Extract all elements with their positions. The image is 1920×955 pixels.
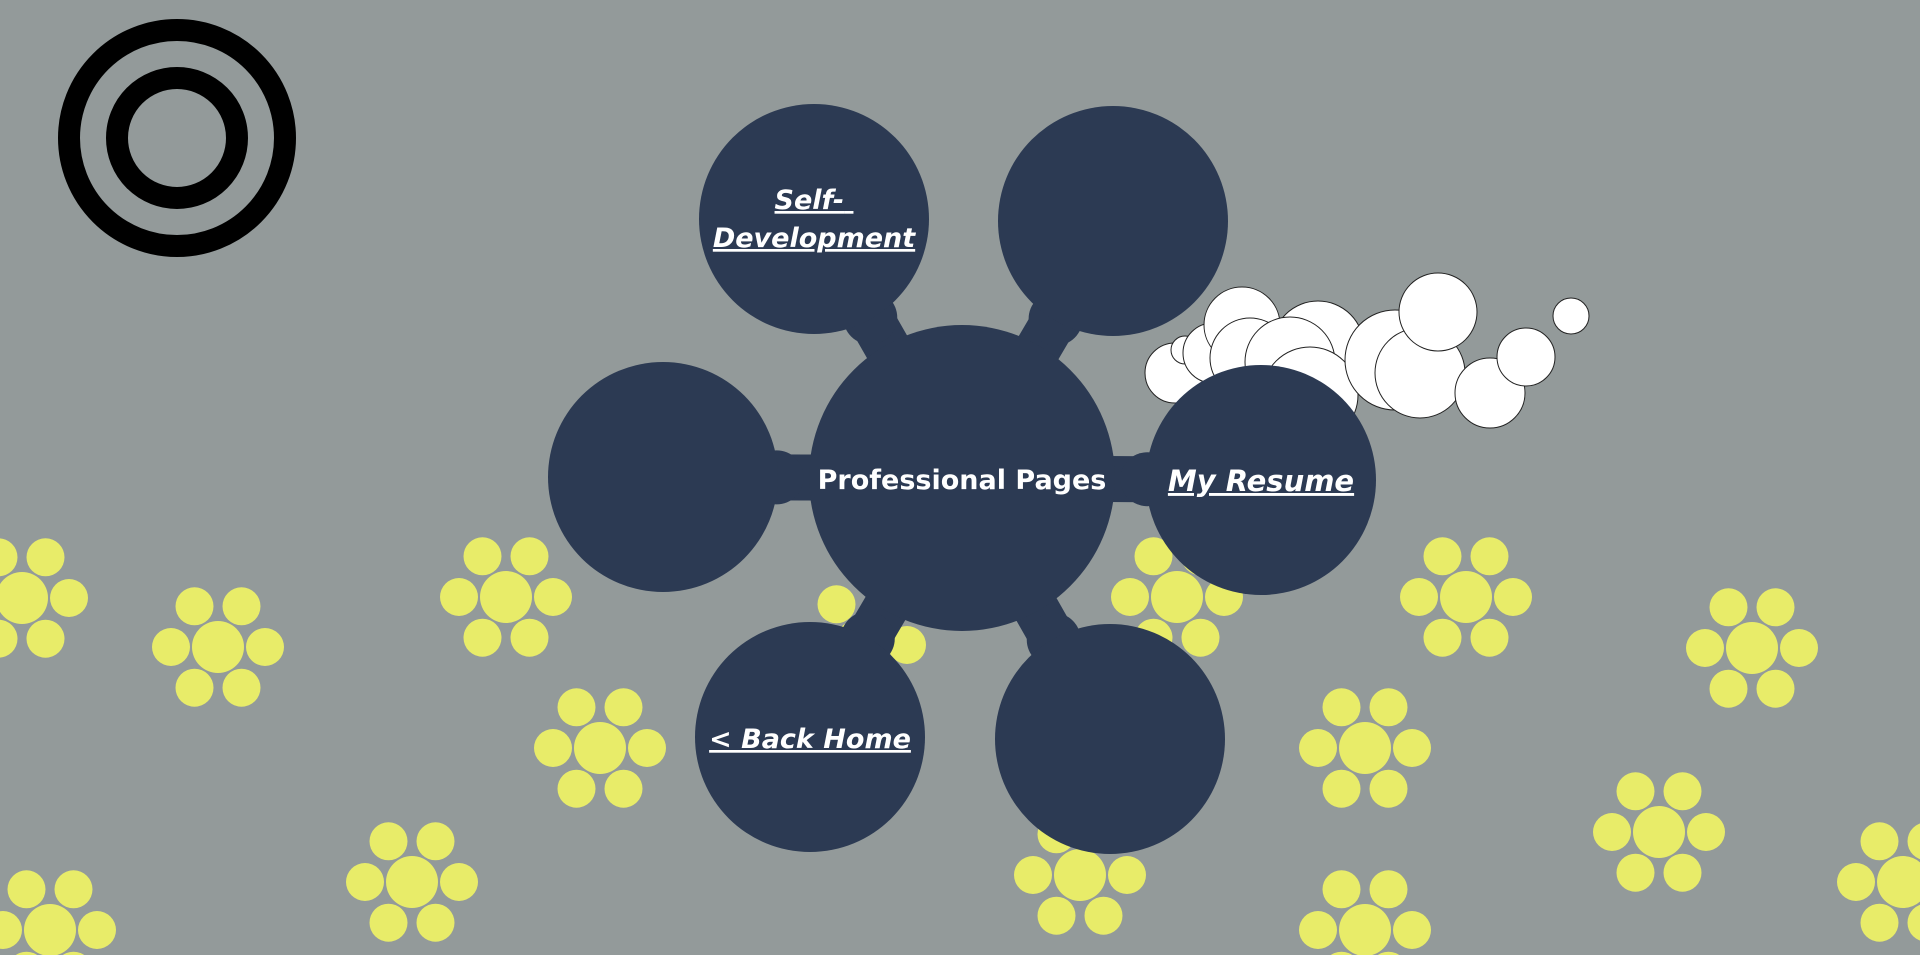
back-home-link[interactable]: < Back Home xyxy=(709,724,911,755)
node-my-resume[interactable]: My Resume xyxy=(1146,365,1376,595)
flower-icon xyxy=(1593,772,1725,892)
flower-icon xyxy=(152,587,284,707)
flower-icon xyxy=(1299,870,1431,955)
center-node: Professional Pages xyxy=(809,325,1115,631)
self-development-link-line2[interactable]: Development xyxy=(713,223,916,254)
center-title: Professional Pages xyxy=(818,465,1107,496)
node-self-development[interactable]: Self- Development xyxy=(699,104,929,334)
flower-icon xyxy=(1837,822,1920,942)
concentric-rings-icon xyxy=(58,19,296,257)
node-left xyxy=(548,362,778,592)
node-bottom-right xyxy=(995,624,1225,854)
bubble xyxy=(1496,327,1556,387)
flower-icon xyxy=(534,688,666,808)
flower-icon xyxy=(1686,588,1818,708)
mind-map: Self- Development My Resume < Back Home … xyxy=(548,104,1376,854)
self-development-link-line1[interactable]: Self- xyxy=(775,185,845,216)
my-resume-link[interactable]: My Resume xyxy=(1168,464,1354,498)
flower-icon xyxy=(1400,537,1532,657)
node-back-home[interactable]: < Back Home xyxy=(695,622,925,852)
svg-text:Self- Development[interactable]: Self- Development xyxy=(713,185,916,254)
bubble xyxy=(1398,272,1478,352)
flower-icon xyxy=(346,822,478,942)
bubble xyxy=(1552,297,1590,335)
flower-icon xyxy=(0,870,116,955)
flower-icon xyxy=(440,537,572,657)
node-top-right xyxy=(998,106,1228,336)
flower-icon xyxy=(0,538,88,658)
flower-icon xyxy=(1299,688,1431,808)
